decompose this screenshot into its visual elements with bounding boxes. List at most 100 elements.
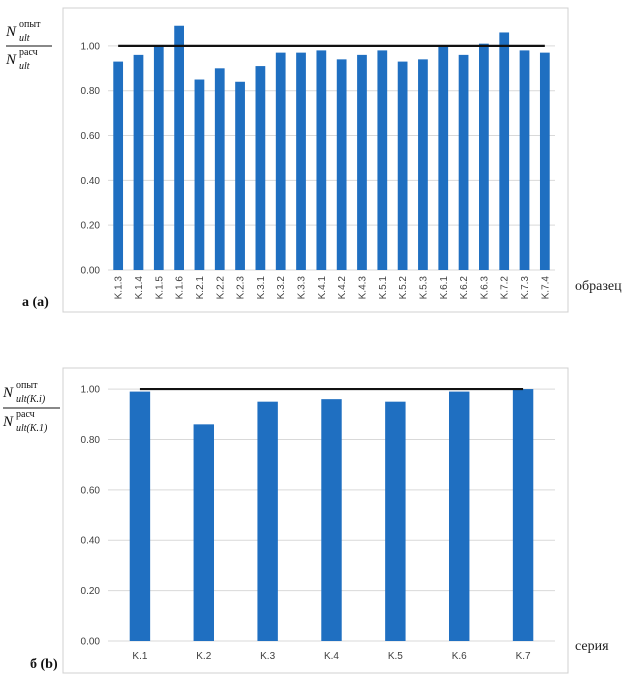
- bar: [255, 66, 266, 270]
- bar: [397, 61, 408, 270]
- x-tick-label: K.2: [196, 651, 211, 662]
- bar: [235, 81, 245, 270]
- x-tick-label: K.4: [324, 651, 339, 662]
- panel-b-ylabel-num-base: N: [2, 385, 14, 401]
- x-tick-label: K.3: [260, 651, 275, 662]
- x-tick-label: K.7.2: [500, 276, 511, 300]
- bar: [296, 52, 306, 270]
- bar: [512, 389, 534, 641]
- bar: [519, 50, 530, 271]
- x-tick-label: K.5.1: [378, 276, 389, 300]
- x-tick-label: K.2.1: [195, 276, 206, 300]
- x-tick-label: K.7.4: [540, 276, 551, 300]
- svg-text:N: N: [5, 52, 17, 68]
- panel-a-x-axis-label: образец: [575, 279, 622, 294]
- y-tick-label: 0.60: [81, 485, 101, 496]
- x-tick-label: K.7.3: [520, 276, 531, 300]
- x-tick-label: K.6.3: [479, 276, 490, 300]
- bar: [479, 43, 489, 270]
- panel-b-bars: [129, 389, 534, 641]
- y-tick-label: 0.80: [81, 86, 101, 97]
- y-tick-label: 0.60: [81, 131, 101, 142]
- x-tick-label: K.3.3: [297, 276, 308, 300]
- x-tick-label: K.1.6: [175, 276, 186, 300]
- bar: [129, 391, 151, 641]
- panel-a-y-tick-labels: 0.00 0.20 0.40 0.60 0.80 1.00: [81, 41, 101, 276]
- y-tick-label: 1.00: [81, 385, 101, 396]
- x-tick-label: K.4.1: [317, 276, 328, 300]
- bar: [357, 54, 367, 270]
- x-tick-label: K.2.3: [236, 276, 247, 300]
- panel-a-ylabel-num-sub: ult: [19, 33, 30, 44]
- panel-a-x-tick-labels: K.1.3 K.1.4 K.1.5 K.1.6 K.2.1 K.2.2 K.2.3 K.3.1…: [114, 276, 552, 300]
- svg-text:N: N: [2, 385, 14, 401]
- bar: [499, 32, 510, 270]
- bar: [385, 401, 406, 641]
- panel-b-label: б (b): [30, 657, 58, 672]
- x-tick-label: K.1.3: [114, 276, 125, 300]
- x-tick-label: K.6.2: [459, 276, 470, 300]
- x-tick-label: K.5.2: [398, 276, 409, 300]
- svg-text:N: N: [2, 414, 14, 430]
- x-tick-label: K.3.2: [276, 276, 287, 300]
- panel-b-y-tick-labels: 0.00 0.20 0.40 0.60 0.80 1.00: [81, 385, 101, 648]
- panel-b-x-tick-labels: K.1 K.2 K.3 K.4 K.5 K.6 K.7: [132, 651, 531, 662]
- x-tick-label: K.4.2: [337, 276, 348, 300]
- y-tick-label: 0.00: [81, 266, 101, 277]
- x-tick-label: K.3.1: [256, 276, 267, 300]
- x-tick-label: K.5.3: [418, 276, 429, 300]
- panel-b-x-axis-label: серия: [575, 639, 609, 654]
- bar: [153, 45, 164, 271]
- panel-a: 0.00 0.20 0.40 0.60 0.80 1.00 K.1.3 K.1.4 K.1.5…: [5, 7, 622, 313]
- panel-b-ylabel-num-sub: ult(K.i): [16, 394, 46, 405]
- bar: [438, 45, 449, 271]
- panel-a-bars: [113, 25, 550, 271]
- y-tick-label: 0.20: [81, 586, 101, 597]
- panel-b-ylabel-num-sup: опыт: [16, 380, 38, 391]
- y-tick-label: 0.00: [81, 637, 101, 648]
- panel-a-ylabel-den-sub: ult: [19, 61, 30, 72]
- panel-a-ylabel-num-base: N: [5, 24, 17, 40]
- x-tick-label: K.6: [452, 651, 467, 662]
- bar: [321, 399, 342, 641]
- bar: [174, 25, 184, 271]
- bar: [133, 54, 144, 270]
- bar: [418, 59, 428, 270]
- panel-b-ylabel-den-base: N: [2, 414, 14, 430]
- panel-a-frame: [62, 7, 569, 313]
- panel-a-label: а (a): [22, 295, 49, 310]
- x-tick-label: K.5: [388, 651, 403, 662]
- bar: [316, 50, 327, 271]
- bar: [194, 79, 205, 270]
- bar: [257, 401, 278, 641]
- x-tick-label: K.7: [516, 651, 531, 662]
- panel-a-ylabel-den-sup: расч: [19, 47, 38, 58]
- x-tick-label: K.2.2: [215, 276, 226, 300]
- y-tick-label: 0.80: [81, 435, 101, 446]
- panel-b-ylabel-den-sub: ult(K.1): [16, 423, 48, 434]
- y-tick-label: 1.00: [81, 41, 101, 52]
- bar: [193, 424, 215, 641]
- bar: [458, 54, 469, 270]
- x-tick-label: K.1.5: [154, 276, 165, 300]
- bar: [336, 59, 347, 270]
- panel-b-ylabel-den-sup: расч: [16, 409, 35, 420]
- x-tick-label: K.1.4: [134, 276, 145, 300]
- bar: [539, 52, 550, 270]
- x-tick-label: K.1: [132, 651, 147, 662]
- bar: [275, 52, 286, 270]
- bar: [214, 68, 225, 271]
- x-tick-label: K.4.3: [357, 276, 368, 300]
- bar: [113, 61, 124, 270]
- x-tick-label: K.6.1: [439, 276, 450, 300]
- bar: [377, 50, 388, 271]
- y-tick-label: 0.40: [81, 536, 101, 547]
- panel-b-y-axis-label: N опыт ult(K.i) N расч ult(K.1): [2, 380, 60, 434]
- panel-b: 0.00 0.20 0.40 0.60 0.80 1.00 K.1 K.2 K.3 K.4 K.5…: [2, 367, 609, 674]
- panel-a-ylabel-den-base: N: [5, 52, 17, 68]
- panel-b-frame: [62, 367, 569, 674]
- svg-text:N: N: [5, 24, 17, 40]
- y-tick-label: 0.20: [81, 221, 101, 232]
- y-tick-label: 0.40: [81, 176, 101, 187]
